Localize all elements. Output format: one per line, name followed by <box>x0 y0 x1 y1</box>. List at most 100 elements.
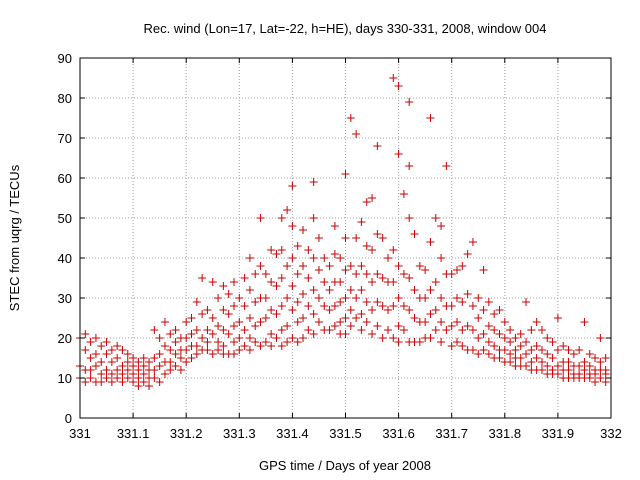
data-point <box>107 358 116 366</box>
data-point <box>293 270 302 278</box>
data-point <box>399 270 408 278</box>
y-tick-label: 30 <box>58 291 72 306</box>
data-point <box>261 294 270 302</box>
data-point <box>129 354 138 362</box>
data-point <box>490 310 499 318</box>
data-point <box>553 370 562 378</box>
data-point <box>537 326 546 334</box>
data-point <box>134 382 143 390</box>
data-point <box>139 354 148 362</box>
data-point <box>585 374 594 382</box>
data-point <box>383 326 392 334</box>
y-tick-label: 70 <box>58 131 72 146</box>
data-point <box>283 338 292 346</box>
data-point <box>208 350 217 358</box>
data-point <box>564 366 573 374</box>
data-point <box>97 358 106 366</box>
data-point <box>139 378 148 386</box>
data-point <box>341 294 350 302</box>
data-point <box>522 362 531 370</box>
data-point <box>288 282 297 290</box>
data-point <box>272 282 281 290</box>
data-point <box>229 302 238 310</box>
data-point <box>91 350 100 358</box>
data-point <box>474 350 483 358</box>
y-tick-label: 20 <box>58 331 72 346</box>
data-point <box>86 374 95 382</box>
data-point <box>394 262 403 270</box>
data-point <box>341 330 350 338</box>
data-point <box>86 354 95 362</box>
data-point <box>171 326 180 334</box>
data-point <box>468 326 477 334</box>
data-point <box>224 330 233 338</box>
data-point <box>256 214 265 222</box>
data-point <box>235 294 244 302</box>
data-point <box>150 374 159 382</box>
data-point <box>495 306 504 314</box>
data-point <box>277 214 286 222</box>
data-point <box>219 342 228 350</box>
data-point <box>421 318 430 326</box>
data-point <box>410 230 419 238</box>
data-point <box>192 298 201 306</box>
data-point <box>198 274 207 282</box>
data-point <box>208 330 217 338</box>
data-point <box>394 150 403 158</box>
data-point <box>113 374 122 382</box>
data-point <box>394 294 403 302</box>
data-point <box>330 250 339 258</box>
data-point <box>309 286 318 294</box>
data-point <box>235 318 244 326</box>
data-point <box>160 342 169 350</box>
data-point <box>113 342 122 350</box>
data-point <box>601 378 610 386</box>
data-point <box>113 354 122 362</box>
data-point <box>245 286 254 294</box>
data-point <box>479 266 488 274</box>
data-point <box>86 366 95 374</box>
data-point <box>362 298 371 306</box>
data-point <box>522 338 531 346</box>
data-point <box>569 350 578 358</box>
data-point <box>532 354 541 362</box>
data-point <box>107 346 116 354</box>
data-point <box>405 214 414 222</box>
data-point <box>405 306 414 314</box>
data-point <box>463 290 472 298</box>
data-point <box>314 318 323 326</box>
data-point <box>352 294 361 302</box>
data-point <box>431 278 440 286</box>
data-point <box>198 310 207 318</box>
data-point <box>314 294 323 302</box>
data-point <box>293 338 302 346</box>
data-point <box>368 306 377 314</box>
data-point <box>447 322 456 330</box>
data-point <box>245 346 254 354</box>
data-point <box>368 330 377 338</box>
data-point <box>453 294 462 302</box>
data-point <box>299 262 308 270</box>
x-tick-label: 331.6 <box>382 426 415 441</box>
y-tick-label: 0 <box>65 411 72 426</box>
data-point <box>389 74 398 82</box>
data-point <box>399 190 408 198</box>
data-point <box>309 254 318 262</box>
x-tick-label: 331.2 <box>170 426 203 441</box>
data-point <box>240 302 249 310</box>
data-point <box>442 326 451 334</box>
data-point <box>474 314 483 322</box>
data-point <box>389 334 398 342</box>
data-point <box>155 350 164 358</box>
data-point <box>299 226 308 234</box>
data-point <box>394 322 403 330</box>
data-point <box>288 306 297 314</box>
data-point <box>383 306 392 314</box>
data-point <box>399 326 408 334</box>
data-point <box>203 338 212 346</box>
data-point <box>283 322 292 330</box>
data-point <box>575 362 584 370</box>
data-point <box>362 270 371 278</box>
data-point <box>426 286 435 294</box>
data-point <box>118 362 127 370</box>
